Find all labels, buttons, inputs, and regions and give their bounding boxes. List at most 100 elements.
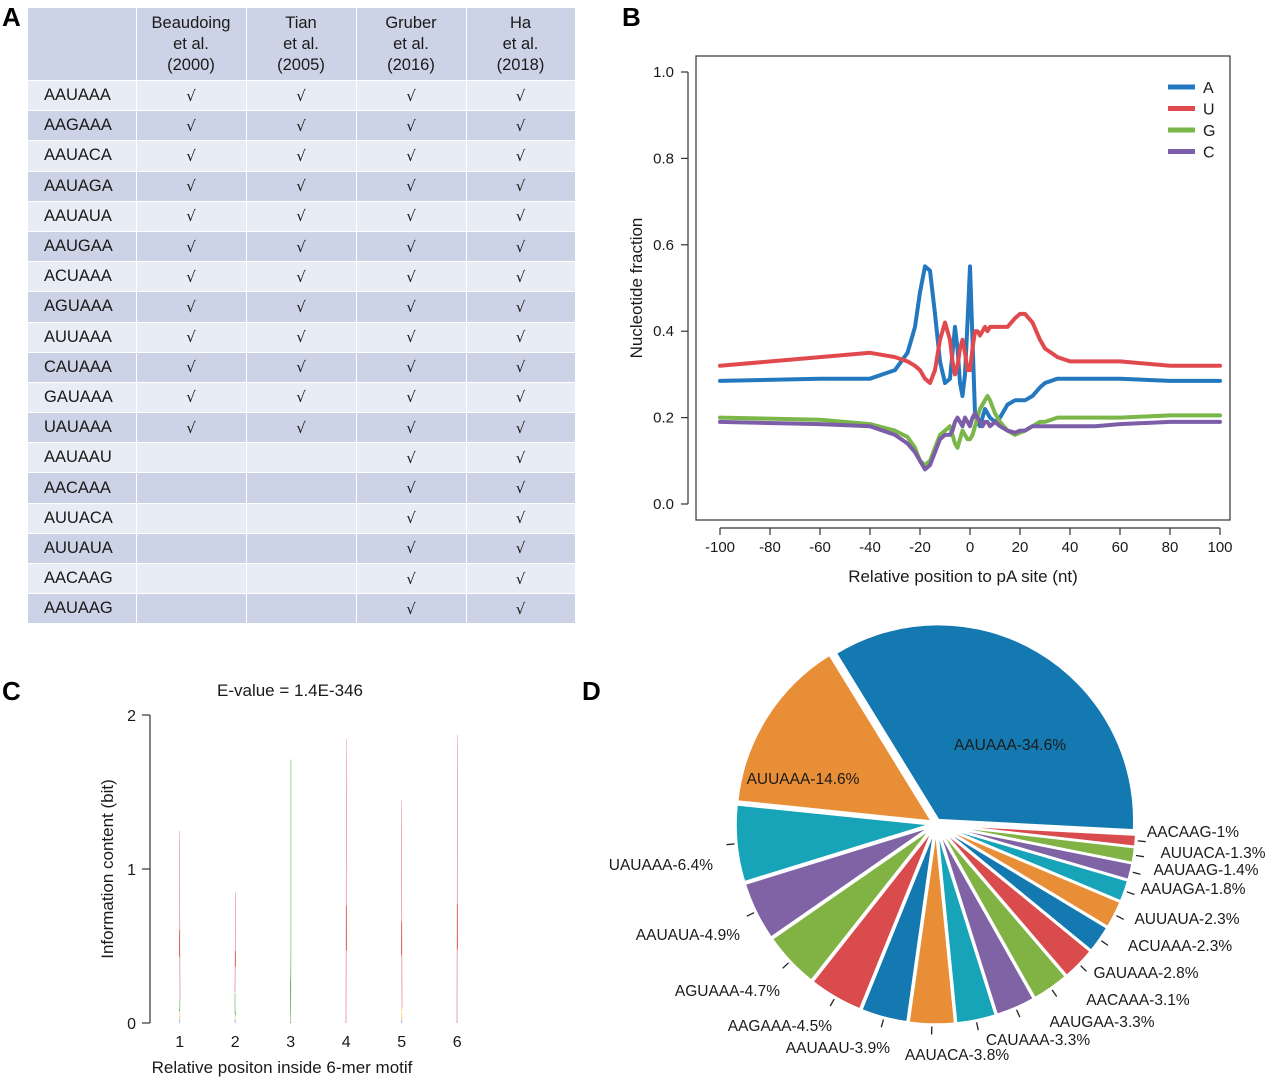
table-cell-motif: AACAAG bbox=[28, 563, 137, 595]
table-cell-check: √ bbox=[136, 261, 247, 293]
pie-label: AGUAAA-4.7% bbox=[675, 983, 780, 1000]
logo-letter-a: A bbox=[290, 1021, 291, 1025]
pie-slice bbox=[940, 823, 1138, 849]
table-cell-motif: AAUAAU bbox=[28, 442, 137, 474]
table-cell-check: √ bbox=[356, 442, 467, 474]
logo-letter-g: G bbox=[401, 1004, 402, 1024]
table-row: GAUAAA √ √ √ √ bbox=[28, 382, 576, 414]
table-cell-check: √ bbox=[356, 352, 467, 383]
pie-leader-line bbox=[1137, 840, 1146, 843]
logo-letter-a: A bbox=[457, 644, 458, 1080]
table-cell-check: √ bbox=[466, 171, 576, 202]
legend-label: G bbox=[1203, 123, 1215, 140]
table-cell-motif: AUUACA bbox=[28, 503, 137, 534]
table-cell-check bbox=[246, 472, 357, 504]
pie-label: AAUGAA-3.3% bbox=[1049, 1014, 1154, 1031]
table-cell-check bbox=[246, 563, 357, 595]
table-cell-check: √ bbox=[246, 291, 357, 323]
series-line-c bbox=[718, 411, 1222, 472]
series-line-u bbox=[718, 311, 1222, 385]
table-cell-check: √ bbox=[356, 503, 467, 534]
table-cell-check: √ bbox=[136, 382, 247, 414]
table-cell-check: √ bbox=[356, 533, 467, 565]
sequence-logo-chart: E-value = 1.4E-346 0 1 2 Information content… bbox=[98, 644, 462, 1080]
table-row: CAUAAA √ √ √ √ bbox=[28, 352, 576, 383]
pie-slice bbox=[734, 803, 932, 884]
logo-letter-u: U bbox=[290, 678, 291, 1080]
pie-slice bbox=[743, 824, 933, 940]
y-tick-label: 0.2 bbox=[653, 410, 674, 427]
x-tick-label: -40 bbox=[859, 539, 881, 556]
pie-slice bbox=[770, 826, 934, 983]
table-cell-check: √ bbox=[356, 140, 467, 172]
pie-label: CAUAAA-3.3% bbox=[986, 1032, 1090, 1049]
pie-leader-line bbox=[1116, 915, 1124, 920]
table-cell-motif: AUUAUA bbox=[28, 533, 137, 565]
table-header-line: et al. bbox=[393, 34, 429, 53]
pie-leader-line bbox=[726, 843, 735, 846]
pie-leader-line bbox=[1016, 1009, 1021, 1018]
table-cell-check: √ bbox=[136, 171, 247, 202]
table-cell-check: √ bbox=[356, 291, 467, 323]
pie-leader-line bbox=[746, 912, 755, 917]
table-cell-check bbox=[246, 503, 357, 534]
table-cell-check: √ bbox=[466, 110, 576, 142]
table-cell-motif: AAUGAA bbox=[28, 231, 137, 263]
logo-x-tick-label: 6 bbox=[453, 1034, 462, 1051]
table-header-row: Beaudoing et al. (2000) Tian et al. (2005) Gru… bbox=[28, 8, 576, 81]
table-cell-check: √ bbox=[246, 352, 357, 383]
table-header-line: (2000) bbox=[167, 55, 215, 74]
nucleotide-fraction-chart: -100 -80 -60 -40 -20 0 20 40 60 80 100 0.0 0.2 0.4 0.6… bbox=[627, 55, 1233, 586]
svg-text:A: A bbox=[235, 861, 236, 1024]
x-tick-label: -20 bbox=[909, 539, 931, 556]
pie-label: AAGAAA-4.5% bbox=[728, 1018, 832, 1035]
pie-label: AACAAG-1% bbox=[1147, 824, 1239, 841]
table-row: AUUAUA √ √ bbox=[28, 533, 576, 565]
motif-pie-chart: AAUAAA-34.6% AUUAAA-14.6% UAUAAA-6.4% AAUAU… bbox=[609, 622, 1266, 1064]
table-row: AGUAAA √ √ √ √ bbox=[28, 291, 576, 323]
table-cell-check: √ bbox=[356, 110, 467, 142]
pie-leader-line bbox=[782, 962, 789, 969]
x-tick-label: -80 bbox=[759, 539, 781, 556]
table-header-cell: Gruber et al. (2016) bbox=[356, 8, 467, 81]
table-header-line: (2005) bbox=[277, 55, 325, 74]
table-cell-motif: GAUAAA bbox=[28, 382, 137, 414]
table-cell-motif: AAUACA bbox=[28, 140, 137, 172]
logo-title: E-value = 1.4E-346 bbox=[217, 681, 363, 700]
table-header-line: Gruber bbox=[385, 13, 437, 32]
table-header-line: et al. bbox=[502, 34, 539, 53]
y-tick-label: 0.6 bbox=[653, 237, 674, 254]
x-tick-label: 20 bbox=[1012, 539, 1029, 556]
table-cell-check: √ bbox=[356, 472, 467, 504]
logo-letter-c: C bbox=[179, 1019, 180, 1024]
table-cell-check: √ bbox=[246, 412, 357, 444]
table-header-line: (2018) bbox=[496, 55, 545, 74]
series-line-a bbox=[718, 264, 1222, 429]
table-cell-check: √ bbox=[136, 80, 247, 112]
pie-label: UAUAAA-6.4% bbox=[609, 857, 713, 874]
table-cell-motif: AAUAAA bbox=[28, 80, 137, 112]
plot-frame bbox=[695, 55, 1231, 521]
pie-label: AAUAAG-1.4% bbox=[1153, 862, 1258, 879]
table-cell-check: √ bbox=[466, 503, 576, 534]
table-row: AAUAAA √ √ √ √ bbox=[28, 80, 576, 112]
logo-y-tick-label: 2 bbox=[127, 708, 136, 725]
table-cell-check bbox=[246, 442, 357, 474]
pie-label: GAUAAA-2.8% bbox=[1093, 965, 1198, 982]
table-cell-check: √ bbox=[356, 563, 467, 595]
table-cell-check bbox=[136, 533, 247, 565]
logo-letter-c: C bbox=[235, 1019, 236, 1024]
table-cell-check: √ bbox=[356, 593, 467, 625]
pie-label: AUUAUA-2.3% bbox=[1134, 911, 1239, 928]
table-cell-check: √ bbox=[136, 110, 247, 142]
table-cell-check: √ bbox=[356, 80, 467, 112]
pie-label: AUUACA-1.3% bbox=[1160, 845, 1265, 862]
x-tick-label: -100 bbox=[705, 539, 735, 556]
table-cell-check bbox=[246, 533, 357, 565]
pie-leader-line bbox=[880, 1019, 885, 1028]
svg-text:G: G bbox=[235, 1014, 236, 1021]
pie-leader-line bbox=[975, 1022, 979, 1031]
logo-x-tick-label: 1 bbox=[175, 1034, 184, 1051]
x-tick-label: 0 bbox=[966, 539, 974, 556]
table-cell-check: √ bbox=[466, 231, 576, 263]
